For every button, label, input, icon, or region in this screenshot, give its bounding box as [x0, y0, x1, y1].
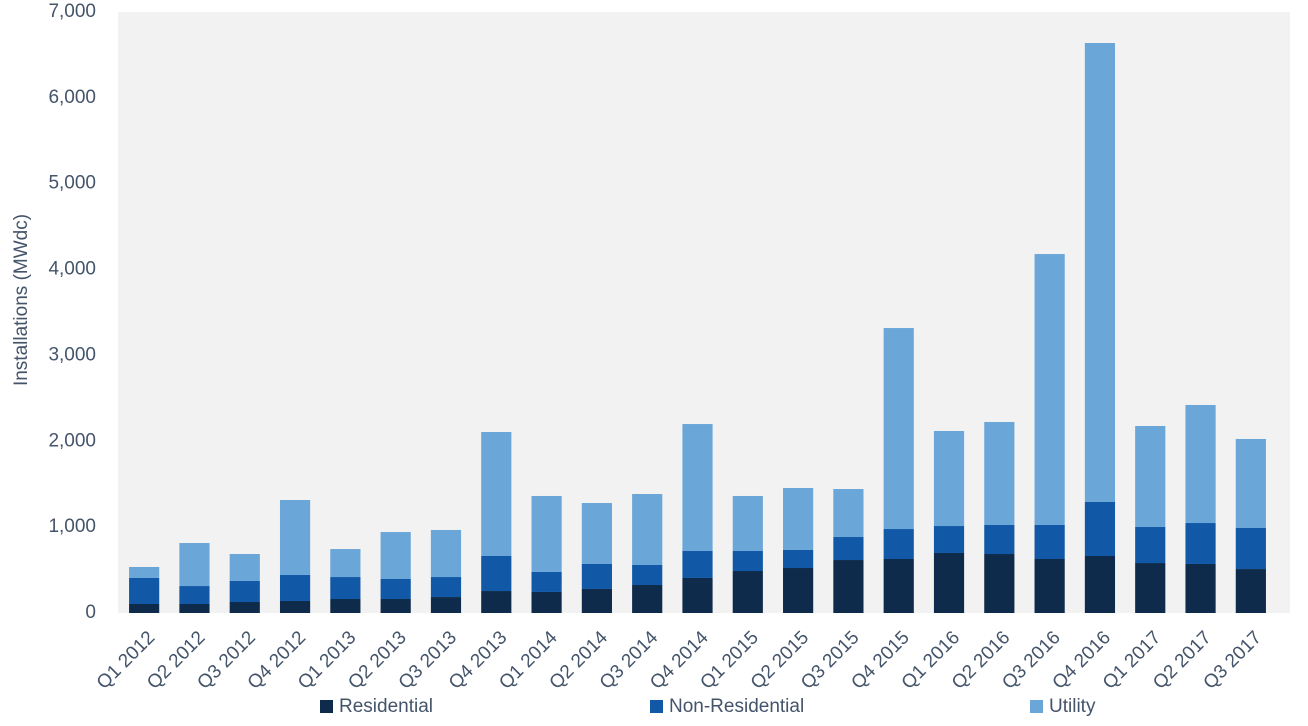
bar-segment [179, 603, 210, 613]
bar-segment [581, 563, 612, 589]
bar-segment [682, 424, 713, 552]
bar-segment [632, 585, 663, 613]
bar-segment [380, 532, 411, 580]
bar-segment [1185, 523, 1216, 564]
bar-segment [1235, 569, 1266, 613]
bar-segment [1235, 528, 1266, 570]
y-tick-label: 6,000 [48, 87, 96, 108]
bar-segment [581, 588, 612, 613]
bar-segment [430, 597, 462, 613]
bar-segment [833, 537, 864, 561]
bar-segment [984, 421, 1015, 525]
bar-segment [1135, 426, 1166, 527]
y-tick-label: 2,000 [48, 430, 96, 451]
bar-segment [732, 495, 763, 552]
bar-segment [279, 600, 311, 613]
bar-segment [1084, 555, 1116, 613]
bar-segment [984, 554, 1015, 613]
bar-segment [732, 571, 763, 613]
bar-segment [883, 529, 914, 559]
bar-segment [1084, 501, 1116, 556]
bar-segment [380, 599, 411, 613]
bar-segment [179, 543, 210, 587]
bar-segment [883, 328, 914, 530]
y-tick-label: 0 [85, 602, 96, 623]
legend-label: Non-Residential [669, 696, 804, 717]
y-tick-label: 3,000 [48, 344, 96, 365]
bar-segment [279, 500, 311, 575]
bar-segment [1135, 526, 1166, 564]
y-tick-label: 1,000 [48, 516, 96, 537]
bar-segment [632, 565, 663, 586]
bar-segment [229, 580, 260, 603]
bar-segment [632, 494, 663, 566]
legend-swatch [320, 700, 333, 713]
bar-segment [330, 599, 361, 613]
bar-segment [229, 602, 260, 613]
bar-segment [682, 551, 713, 578]
bar-segment [531, 495, 562, 572]
bar-segment [229, 554, 260, 581]
bar-segment [1235, 438, 1266, 529]
bar-segment [1034, 524, 1065, 559]
bar-segment [179, 586, 210, 604]
bar-segment [330, 549, 361, 578]
bar-segment [783, 568, 814, 613]
legend-swatch [1030, 700, 1043, 713]
bar-segment [1185, 563, 1216, 613]
bar-segment [430, 529, 462, 578]
bar-segment [933, 552, 965, 613]
legend-swatch [650, 700, 663, 713]
bar-segment [783, 487, 814, 550]
bar-segment [1135, 563, 1166, 613]
bar-segment [581, 503, 612, 564]
bar-segment [129, 577, 160, 604]
bar-segment [984, 524, 1015, 555]
bar-segment [481, 432, 512, 556]
y-tick-label: 4,000 [48, 259, 96, 280]
bar-segment [531, 571, 562, 592]
y-tick-label: 5,000 [48, 173, 96, 194]
legend-label: Utility [1049, 696, 1096, 717]
bar-segment [481, 555, 512, 592]
bar-segment [380, 579, 411, 600]
legend-label: Residential [339, 696, 433, 717]
bar-segment [430, 577, 462, 598]
y-axis-label: Installations (MWdc) [11, 214, 32, 386]
bar-segment [1084, 42, 1116, 502]
bar-segment [330, 577, 361, 600]
bar-segment [531, 591, 562, 613]
bar-segment [833, 560, 864, 613]
bar-segment [279, 574, 311, 601]
bar-segment [783, 549, 814, 569]
bar-segment [1185, 404, 1216, 524]
bar-segment [682, 577, 713, 613]
bar-segment [1034, 558, 1065, 613]
bar-segment [1034, 254, 1065, 525]
bar-segment [129, 603, 160, 613]
bar-segment [933, 430, 965, 527]
bar-segment [732, 551, 763, 572]
bar-segment [883, 558, 914, 613]
bar-segment [933, 526, 965, 553]
y-tick-label: 7,000 [48, 1, 96, 22]
bar-segment [833, 489, 864, 538]
bar-segment [129, 566, 160, 578]
bar-segment [481, 591, 512, 613]
